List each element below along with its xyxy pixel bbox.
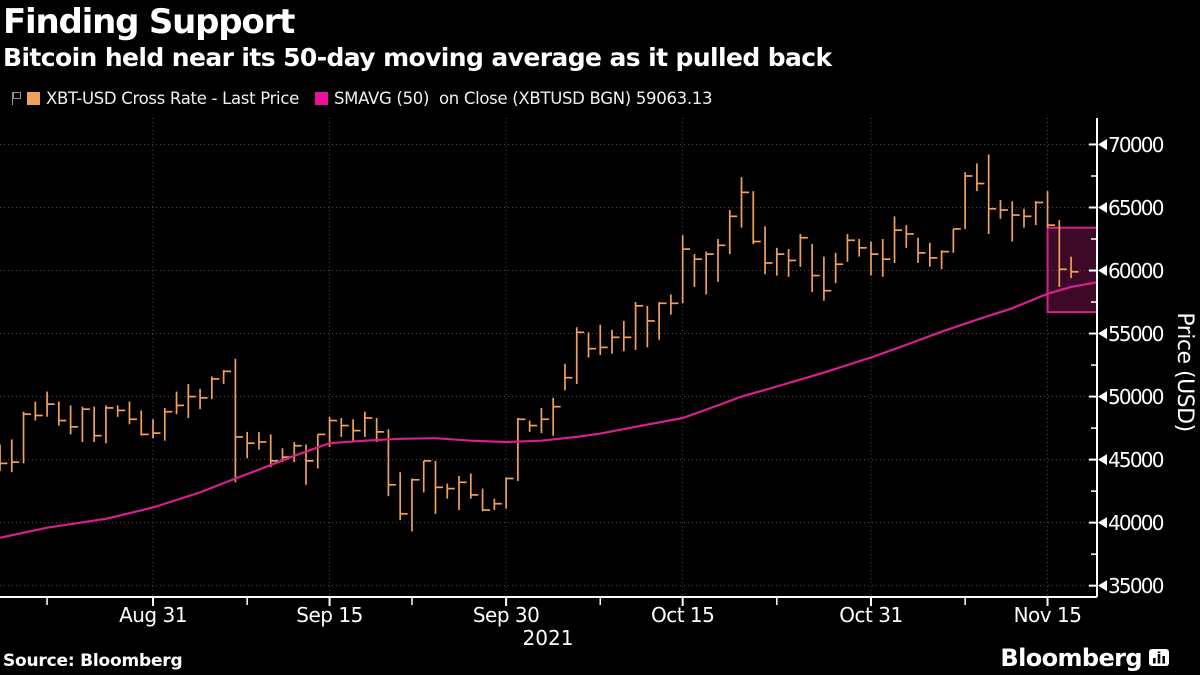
svg-text:45000: 45000 [1108, 448, 1164, 472]
svg-text:Nov 15: Nov 15 [1014, 603, 1082, 627]
svg-text:Oct 31: Oct 31 [839, 603, 902, 627]
price-series-swatch-icon [27, 92, 40, 105]
svg-text:60000: 60000 [1108, 259, 1164, 283]
smavg-series-label: SMAVG (50) on Close (XBTUSD BGN) 59063.1… [333, 89, 713, 108]
svg-text:35000: 35000 [1108, 574, 1164, 598]
chart-legend: XBT-USD Cross Rate - Last Price SMAVG (5… [12, 89, 728, 108]
svg-text:Sep 15: Sep 15 [296, 603, 363, 627]
svg-text:Oct 15: Oct 15 [651, 603, 714, 627]
legend-key-icon [12, 92, 22, 105]
svg-text:2021: 2021 [523, 626, 574, 650]
svg-text:55000: 55000 [1108, 322, 1164, 346]
bloomberg-chart-icon [1149, 649, 1169, 666]
page-title: Finding Support [3, 2, 295, 42]
svg-text:Price (USD): Price (USD) [1172, 312, 1197, 431]
svg-text:65000: 65000 [1108, 196, 1164, 220]
bloomberg-logo: Bloomberg [1000, 644, 1169, 672]
chart-subtitle: Bitcoin held near its 50-day moving aver… [3, 43, 832, 72]
svg-text:Aug 31: Aug 31 [119, 603, 187, 627]
source-credit: Source: Bloomberg [3, 651, 183, 671]
svg-text:70000: 70000 [1108, 133, 1164, 157]
price-series-label: XBT-USD Cross Rate - Last Price [46, 89, 299, 108]
svg-text:Sep 30: Sep 30 [473, 603, 540, 627]
smavg-series-swatch-icon [314, 92, 328, 105]
svg-text:50000: 50000 [1108, 385, 1164, 409]
bloomberg-wordmark: Bloomberg [1000, 644, 1142, 672]
svg-text:40000: 40000 [1108, 511, 1164, 535]
